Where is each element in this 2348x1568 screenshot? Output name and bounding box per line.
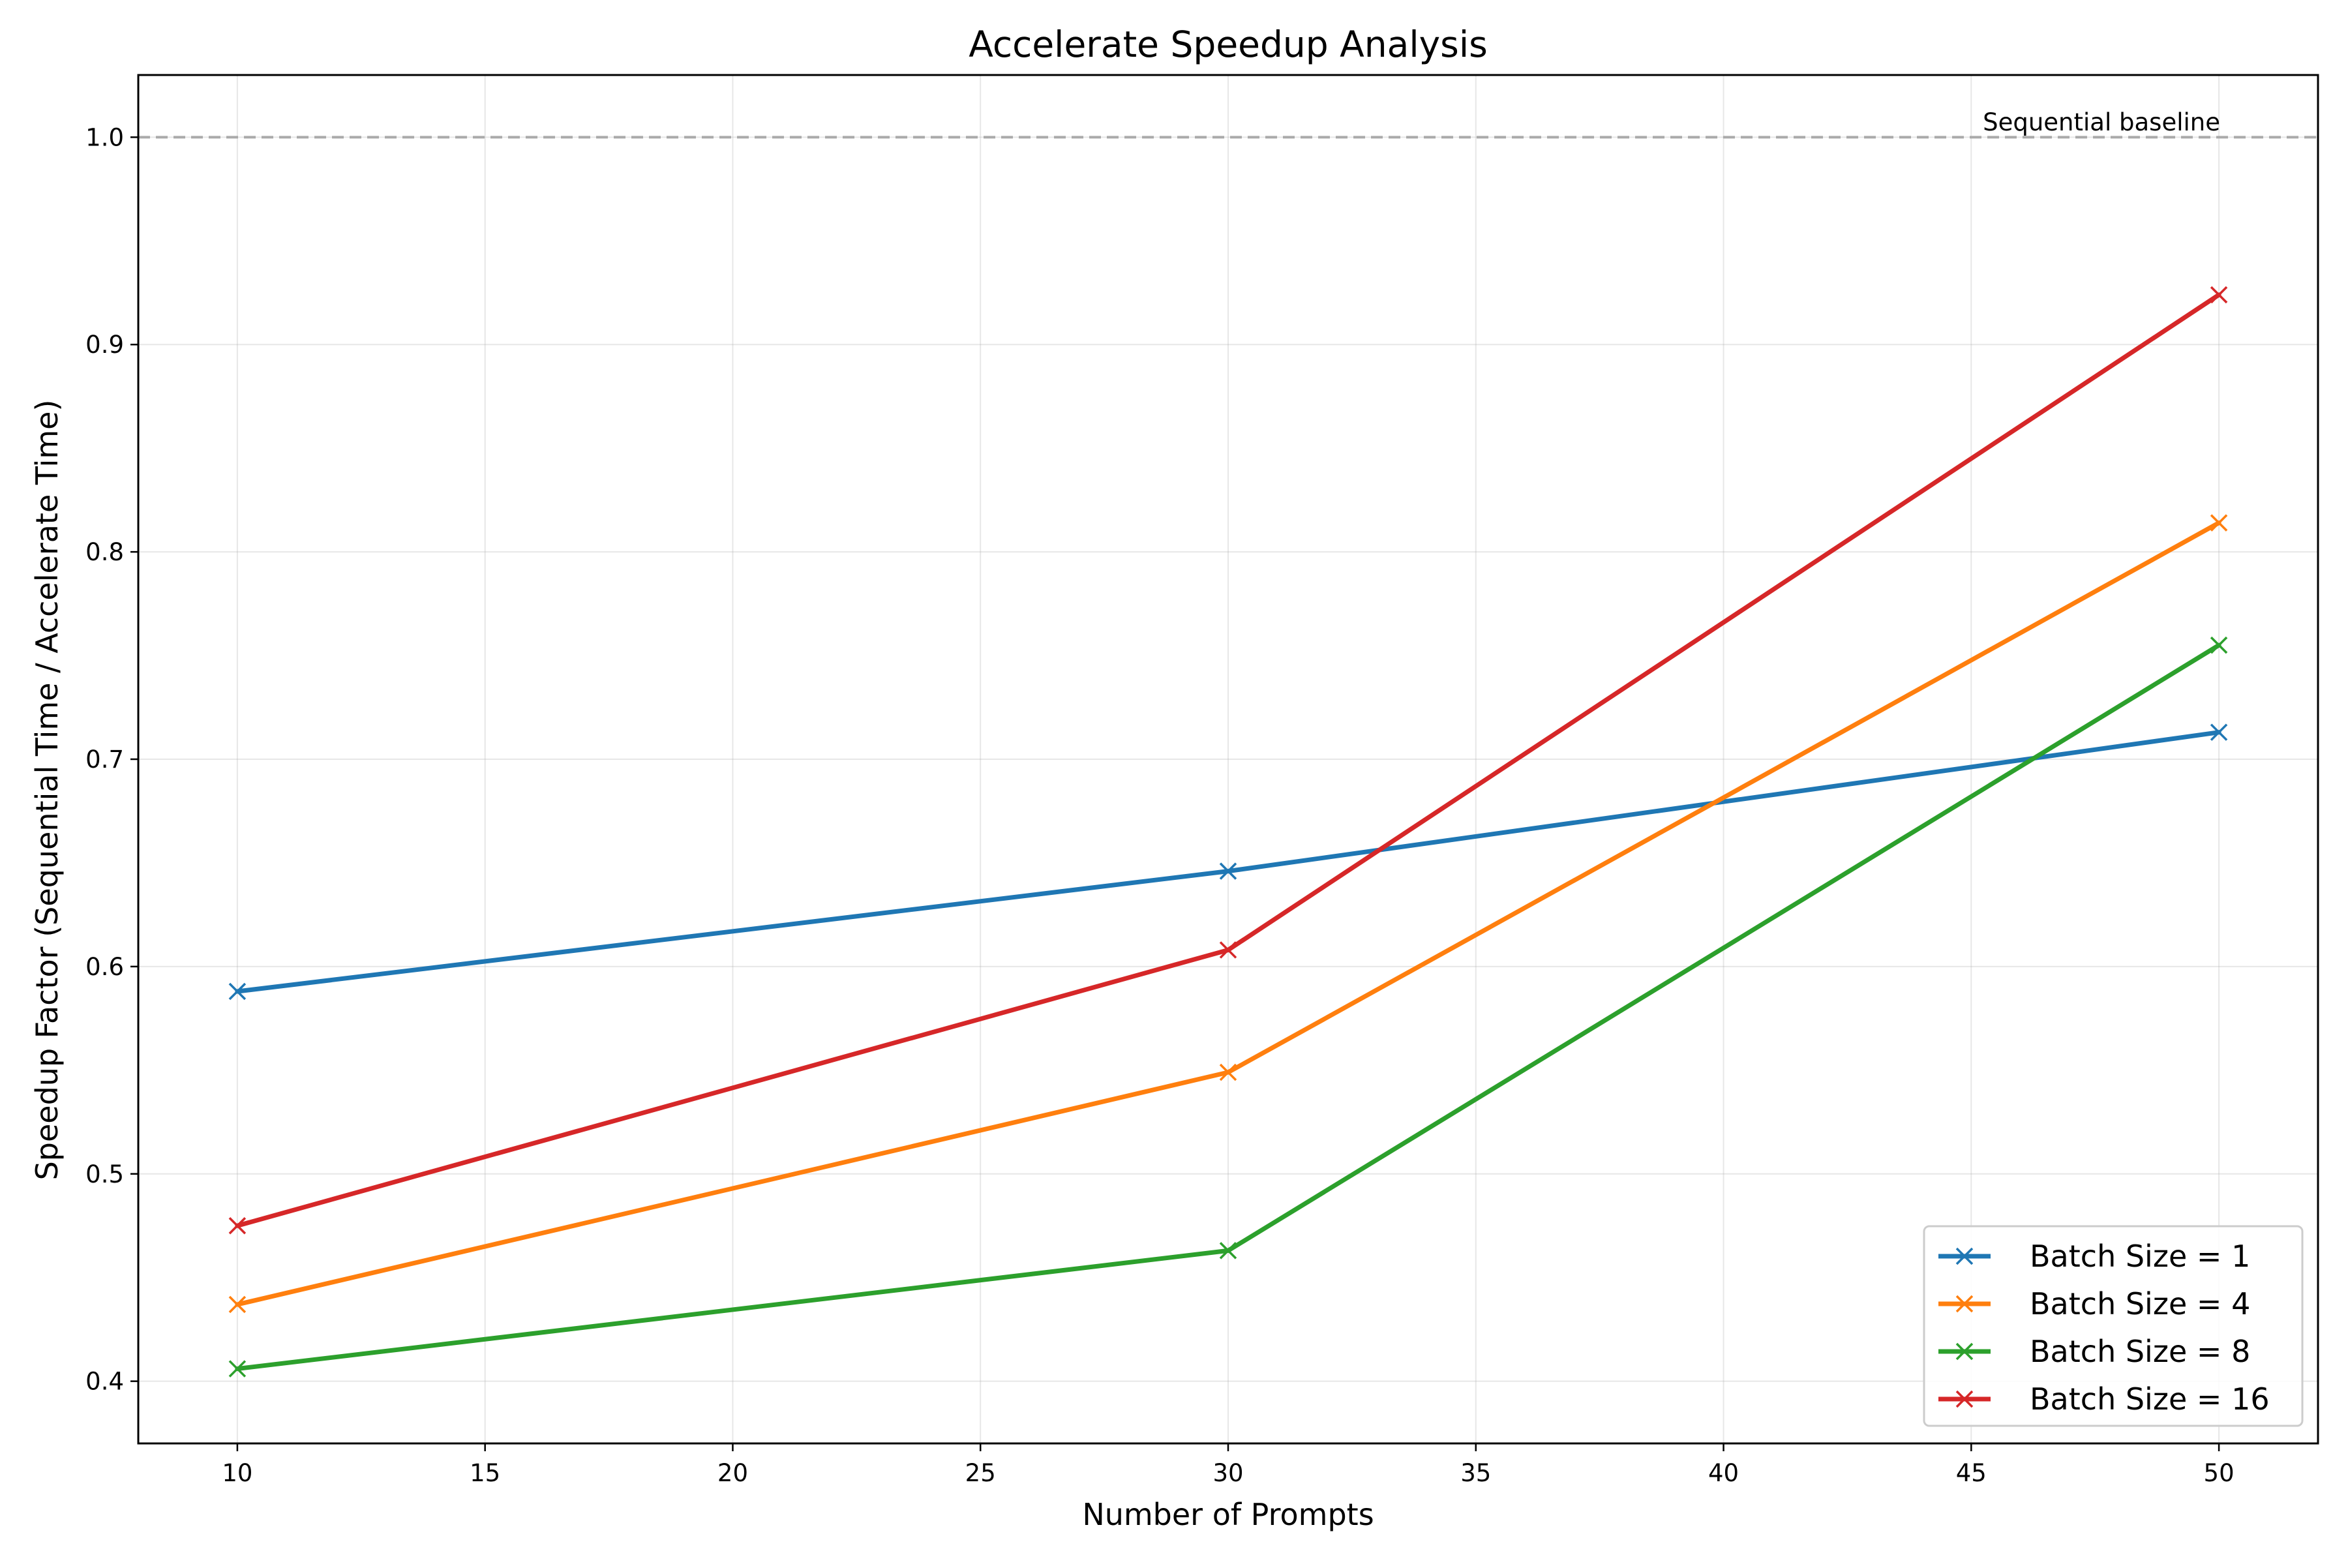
data-point xyxy=(2210,514,2228,532)
x-tick-label: 45 xyxy=(1956,1459,1987,1487)
x-tick-label: 40 xyxy=(1708,1459,1739,1487)
legend-marker xyxy=(1955,1342,1974,1361)
y-tick-label: 0.9 xyxy=(85,331,124,359)
x-tick-label: 35 xyxy=(1460,1459,1491,1487)
legend: Batch Size = 1 Batch Size = 4 Batch Size =… xyxy=(1923,1225,2304,1427)
data-point xyxy=(228,982,247,1001)
legend-marker xyxy=(1955,1295,1974,1313)
legend-item: Batch Size = 1 xyxy=(1938,1239,2250,1274)
x-axis-title: Number of Prompts xyxy=(1082,1497,1374,1532)
x-tick-label: 20 xyxy=(717,1459,748,1487)
legend-item: Batch Size = 16 xyxy=(1938,1381,2270,1417)
data-point xyxy=(228,1295,247,1314)
data-point xyxy=(2210,636,2228,654)
data-point xyxy=(228,1360,247,1378)
series-2 xyxy=(228,636,2228,1378)
data-point xyxy=(1219,1242,1237,1259)
y-tick-label: 0.4 xyxy=(85,1368,124,1396)
y-tick-label: 0.7 xyxy=(85,746,124,774)
legend-label: Batch Size = 16 xyxy=(2030,1381,2270,1417)
legend-label: Batch Size = 1 xyxy=(2030,1239,2250,1274)
y-tick-label: 0.6 xyxy=(85,953,124,981)
legend-label: Batch Size = 8 xyxy=(2030,1334,2250,1369)
x-tick-label: 15 xyxy=(470,1459,500,1487)
data-point xyxy=(1219,941,1237,959)
data-point xyxy=(2210,723,2228,741)
series-3 xyxy=(228,286,2228,1235)
legend-marker xyxy=(1955,1247,1974,1265)
legend-item: Batch Size = 8 xyxy=(1938,1334,2250,1369)
data-point xyxy=(2210,286,2228,304)
series-1 xyxy=(228,514,2228,1314)
ticks: 10 15 20 25 30 35 40 45 50 0.4 0.5 0.6 0.7 0.8 0.9 1.0 xyxy=(85,123,2234,1487)
series-layer xyxy=(228,286,2228,1378)
series-0 xyxy=(228,723,2228,1001)
legend-marker xyxy=(1955,1390,1974,1408)
x-tick-label: 25 xyxy=(965,1459,996,1487)
legend-label: Batch Size = 4 xyxy=(2030,1286,2250,1321)
y-axis-title: Speedup Factor (Sequential Time / Accele… xyxy=(29,400,65,1181)
x-tick-label: 50 xyxy=(2204,1459,2235,1487)
y-tick-label: 0.5 xyxy=(85,1160,124,1188)
y-tick-label: 1.0 xyxy=(85,123,124,151)
x-tick-label: 10 xyxy=(222,1459,252,1487)
data-point xyxy=(1219,1063,1237,1081)
legend-item: Batch Size = 4 xyxy=(1938,1286,2250,1321)
legend-box xyxy=(1923,1225,2304,1427)
data-point xyxy=(228,1216,247,1235)
data-point xyxy=(1219,862,1237,880)
baseline-label: Sequential baseline xyxy=(1983,108,2220,136)
x-tick-label: 30 xyxy=(1212,1459,1243,1487)
y-tick-label: 0.8 xyxy=(85,538,124,566)
chart-title: Accelerate Speedup Analysis xyxy=(969,23,1488,65)
